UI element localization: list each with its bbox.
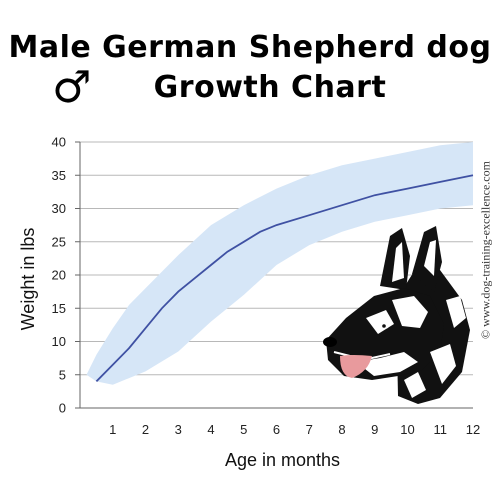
y-tick-label: 15 [52, 301, 66, 316]
x-tick-label: 3 [175, 422, 182, 437]
weight-range-band [86, 142, 473, 385]
chart-title: Male German Shepherd dog Growth Chart [0, 28, 500, 108]
copyright-notice: © www.dog-training-excellence.com [478, 161, 493, 339]
x-tick-label: 1 [109, 422, 116, 437]
y-tick-label: 5 [59, 367, 66, 382]
x-tick-label: 12 [466, 422, 480, 437]
dog-head-illustration [323, 226, 470, 404]
male-symbol-icon: ♂ [52, 62, 92, 113]
x-tick-label: 7 [306, 422, 313, 437]
x-tick-label: 9 [371, 422, 378, 437]
x-tick-label: 11 [434, 422, 448, 437]
y-tick-label: 20 [52, 268, 66, 283]
y-axis-title: Weight in lbs [18, 228, 38, 331]
x-tick-label: 8 [338, 422, 345, 437]
x-tick-label: 10 [400, 422, 414, 437]
chart-title-line1: Male German Shepherd dog [8, 30, 492, 65]
x-tick-label: 6 [273, 422, 280, 437]
average-weight-line [95, 174, 474, 383]
y-tick-label: 0 [59, 401, 66, 416]
x-tick-label: 2 [142, 422, 149, 437]
y-tick-label: 30 [52, 201, 66, 216]
y-tick-label: 25 [52, 234, 66, 249]
x-tick-label: 4 [207, 422, 214, 437]
y-tick-label: 35 [52, 168, 66, 183]
axis-layer [75, 141, 473, 409]
y-tick-label: 10 [52, 334, 66, 349]
x-axis-title: Age in months [225, 450, 340, 470]
y-tick-label: 40 [52, 135, 66, 150]
chart-title-line2: Growth Chart [153, 70, 387, 105]
x-tick-label: 5 [240, 422, 247, 437]
